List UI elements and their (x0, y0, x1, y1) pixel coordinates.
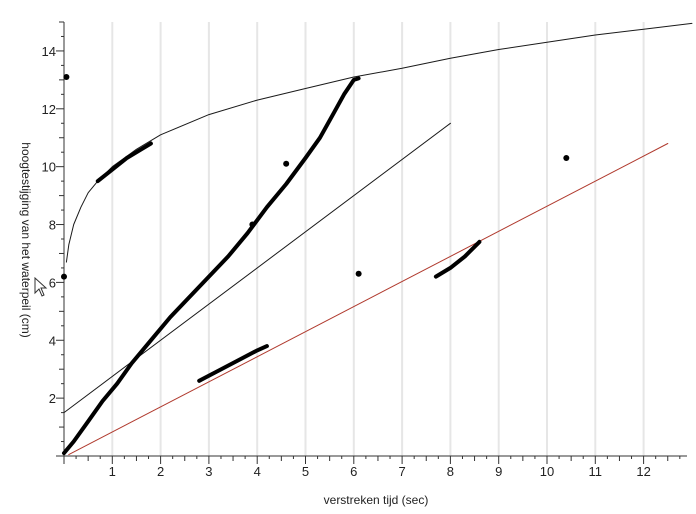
x-tick-label-3: 3 (205, 464, 212, 479)
x-tick-label-4: 4 (254, 464, 261, 479)
series-curve-0 (65, 22, 693, 263)
series-data-trace-5 (197, 344, 269, 383)
x-tick-label-5: 5 (302, 464, 309, 479)
series-data-trace-4 (95, 141, 153, 184)
grid (111, 22, 645, 456)
y-tick-label-4: 4 (49, 333, 56, 348)
x-tick-label-7: 7 (398, 464, 405, 479)
y-tick-label-6: 6 (49, 275, 56, 290)
y-axis-title: hoogtestijging van het waterpeil (cm) (19, 142, 33, 337)
data-point-7-5 (563, 154, 570, 161)
y-tick-label-10: 10 (42, 160, 56, 175)
x-tick-label-9: 9 (495, 464, 502, 479)
y-tick-label-2: 2 (49, 391, 56, 406)
series (61, 22, 693, 456)
mouse-pointer-icon (34, 277, 48, 297)
data-point-7-0 (61, 273, 67, 280)
x-tick-label-10: 10 (540, 464, 554, 479)
data-point-7-1 (63, 73, 70, 80)
series-line-2 (68, 143, 669, 456)
data-point-7-3 (283, 160, 290, 167)
x-tick-label-6: 6 (350, 464, 357, 479)
x-tick-label-2: 2 (157, 464, 164, 479)
series-data-trace-6 (433, 239, 482, 279)
y-tick-label-12: 12 (42, 102, 56, 117)
series-data-trace-3 (62, 76, 361, 456)
y-tick-label-8: 8 (49, 218, 56, 233)
series-line-1 (63, 122, 451, 414)
x-tick-label-1: 1 (109, 464, 116, 479)
x-axis-title: verstreken tijd (sec) (324, 493, 429, 507)
data-point-7-4 (355, 270, 362, 277)
x-tick-label-12: 12 (636, 464, 650, 479)
data-point-7-2 (249, 221, 256, 228)
y-tick-label-14: 14 (42, 44, 56, 59)
x-tick-label-8: 8 (447, 464, 454, 479)
x-tick-label-11: 11 (589, 464, 603, 479)
